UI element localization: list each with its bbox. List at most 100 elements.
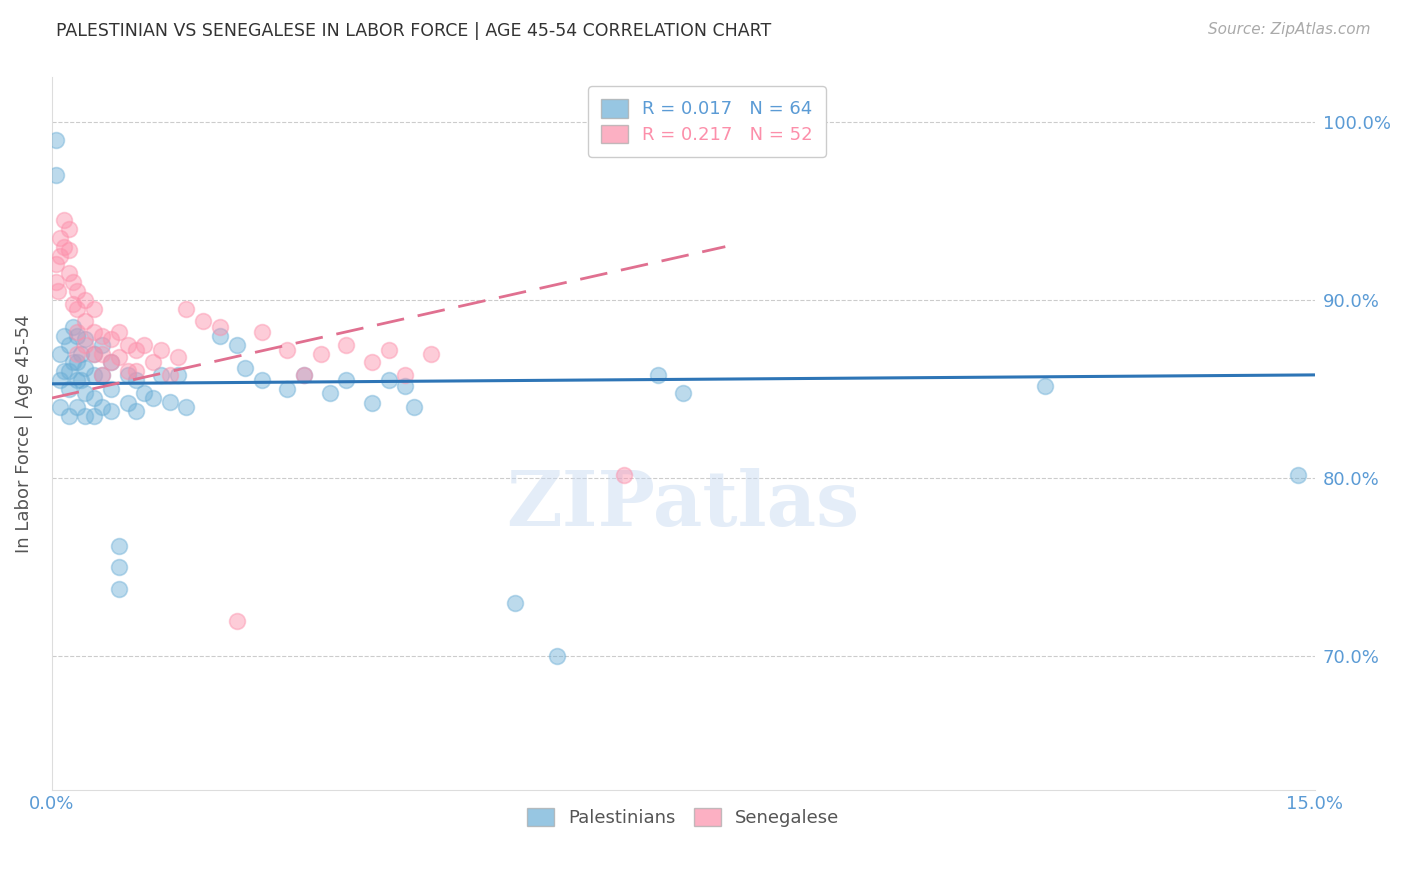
Point	[360, 355, 382, 369]
Point	[58, 382, 80, 396]
Point	[48, 284, 70, 298]
Point	[209, 328, 232, 343]
Point	[53, 240, 76, 254]
Point	[1033, 378, 1056, 392]
Point	[100, 355, 122, 369]
Point	[75, 314, 97, 328]
Point	[125, 343, 148, 357]
Point	[75, 293, 97, 307]
Point	[58, 409, 80, 423]
Point	[49, 400, 72, 414]
Point	[75, 332, 97, 346]
Point	[83, 391, 105, 405]
Point	[83, 346, 105, 360]
Point	[276, 343, 298, 357]
Point	[45, 257, 67, 271]
Point	[62, 319, 84, 334]
Point	[226, 614, 249, 628]
Point	[75, 385, 97, 400]
Point	[159, 368, 181, 382]
Point	[125, 403, 148, 417]
Point	[159, 394, 181, 409]
Point	[66, 400, 89, 414]
Point	[402, 400, 425, 414]
Point	[91, 368, 114, 382]
Point	[45, 275, 67, 289]
Point	[125, 364, 148, 378]
Point	[167, 368, 190, 382]
Point	[150, 368, 173, 382]
Point	[226, 337, 249, 351]
Point	[91, 368, 114, 382]
Point	[58, 222, 80, 236]
Point	[176, 400, 198, 414]
Point	[49, 373, 72, 387]
Point	[100, 403, 122, 417]
Point	[394, 378, 416, 392]
Point	[66, 328, 89, 343]
Point	[91, 346, 114, 360]
Point	[125, 373, 148, 387]
Point	[70, 373, 93, 387]
Point	[193, 314, 215, 328]
Point	[176, 301, 198, 316]
Y-axis label: In Labor Force | Age 45-54: In Labor Force | Age 45-54	[15, 314, 32, 553]
Point	[83, 409, 105, 423]
Point	[75, 409, 97, 423]
Point	[45, 169, 67, 183]
Point	[377, 373, 399, 387]
Point	[134, 385, 156, 400]
Point	[335, 337, 357, 351]
Point	[134, 337, 156, 351]
Point	[53, 213, 76, 227]
Point	[83, 368, 105, 382]
Point	[58, 337, 80, 351]
Point	[45, 133, 67, 147]
Point	[167, 350, 190, 364]
Point	[108, 325, 131, 339]
Point	[100, 382, 122, 396]
Point	[62, 296, 84, 310]
Point	[292, 368, 315, 382]
Point	[62, 275, 84, 289]
Point	[66, 355, 89, 369]
Point	[1286, 467, 1309, 482]
Point	[252, 373, 274, 387]
Point	[83, 301, 105, 316]
Point	[58, 266, 80, 280]
Text: ZIPatlas: ZIPatlas	[506, 468, 860, 542]
Point	[49, 346, 72, 360]
Point	[252, 325, 274, 339]
Point	[49, 231, 72, 245]
Point	[91, 337, 114, 351]
Point	[292, 368, 315, 382]
Point	[318, 385, 340, 400]
Point	[83, 325, 105, 339]
Point	[58, 244, 80, 258]
Text: PALESTINIAN VS SENEGALESE IN LABOR FORCE | AGE 45-54 CORRELATION CHART: PALESTINIAN VS SENEGALESE IN LABOR FORCE…	[56, 22, 772, 40]
Point	[91, 400, 114, 414]
Point	[647, 368, 669, 382]
Point	[117, 368, 139, 382]
Point	[108, 539, 131, 553]
Point	[100, 332, 122, 346]
Point	[66, 301, 89, 316]
Point	[419, 346, 441, 360]
Legend: Palestinians, Senegalese: Palestinians, Senegalese	[520, 800, 846, 834]
Text: Source: ZipAtlas.com: Source: ZipAtlas.com	[1208, 22, 1371, 37]
Point	[108, 560, 131, 574]
Point	[108, 350, 131, 364]
Point	[546, 649, 568, 664]
Point	[394, 368, 416, 382]
Point	[66, 325, 89, 339]
Point	[209, 319, 232, 334]
Point	[66, 373, 89, 387]
Point	[335, 373, 357, 387]
Point	[503, 596, 526, 610]
Point	[58, 364, 80, 378]
Point	[377, 343, 399, 357]
Point	[66, 346, 89, 360]
Point	[117, 364, 139, 378]
Point	[117, 337, 139, 351]
Point	[62, 355, 84, 369]
